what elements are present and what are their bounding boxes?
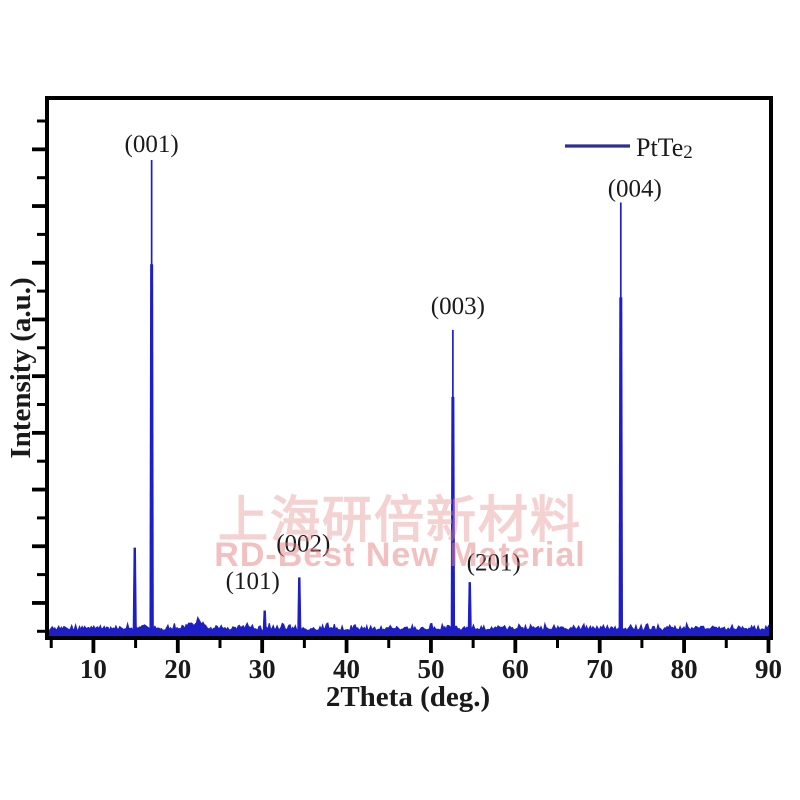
x-axis-tick-labels: 10 20 30 40 50 60 70 80 90 <box>80 654 782 684</box>
peak-label: (101) <box>226 568 280 595</box>
x-axis-tick-label: 70 <box>586 654 613 684</box>
xrd-noise-trace <box>46 615 772 638</box>
peak-labels: (001) (101) (002) (003) (201) (004) <box>125 131 662 595</box>
x-axis-tick-label: 40 <box>333 654 360 684</box>
diffraction-peak <box>262 610 267 635</box>
legend-label-subscript: 2 <box>683 142 693 163</box>
diffraction-peak <box>149 264 154 634</box>
diffraction-peak <box>132 547 137 635</box>
x-axis-tick-label: 90 <box>755 654 782 684</box>
x-axis-tick-label: 80 <box>671 654 698 684</box>
legend-label-main: PtTe <box>636 133 683 162</box>
diffraction-peaks <box>132 160 623 635</box>
plot-border <box>45 96 773 640</box>
peak-label: (001) <box>125 131 179 158</box>
diffraction-peak <box>467 582 472 635</box>
diffraction-peak <box>618 297 623 634</box>
x-axis-tick-label: 60 <box>502 654 529 684</box>
axis-ticks <box>32 119 771 653</box>
diffraction-peak <box>297 577 302 635</box>
plot-frame <box>45 96 773 640</box>
x-axis-title: 2Theta (deg.) <box>326 681 490 713</box>
xrd-baseline-noise <box>46 615 772 638</box>
x-axis-tick-label: 20 <box>164 654 191 684</box>
legend-label: PtTe2 <box>636 133 693 163</box>
diffraction-peak <box>450 396 456 634</box>
peak-label: (004) <box>608 175 662 202</box>
peak-label: (003) <box>431 293 485 320</box>
peak-label: (201) <box>467 549 521 576</box>
x-axis-tick-label: 50 <box>417 654 444 684</box>
x-axis-tick-label: 30 <box>249 654 276 684</box>
y-axis-title: Intensity (a.u.) <box>5 277 37 458</box>
peak-label: (002) <box>276 531 330 558</box>
legend: PtTe2 <box>565 133 693 163</box>
x-axis-tick-label: 10 <box>80 654 107 684</box>
